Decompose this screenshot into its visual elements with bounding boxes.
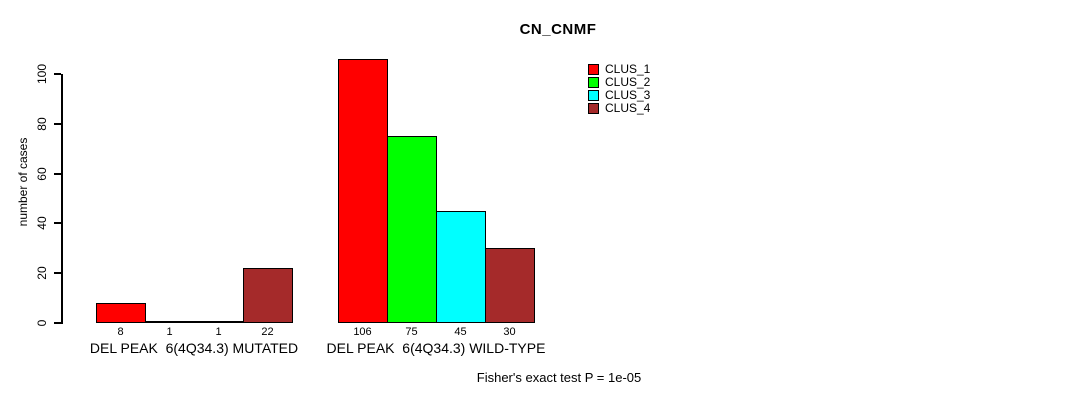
legend-item: CLUS_4 [588, 102, 650, 115]
bar-clus_3 [436, 211, 486, 323]
bar-clus_3 [194, 321, 244, 323]
group-label: DEL PEAK 6(4Q34.3) MUTATED [89, 340, 299, 356]
legend-swatch [588, 64, 599, 75]
legend-swatch [588, 77, 599, 88]
bar-value-label: 30 [503, 326, 516, 338]
y-tick [54, 73, 61, 75]
y-tick-label: 60 [35, 167, 49, 181]
fisher-test-annotation: Fisher's exact test P = 1e-05 [476, 370, 642, 385]
bar-value-label: 1 [215, 326, 222, 338]
legend-label: CLUS_4 [605, 101, 651, 115]
legend: CLUS_1 CLUS_2 CLUS_3 CLUS_4 [588, 63, 650, 115]
y-tick-label: 100 [35, 63, 49, 85]
legend-swatch [588, 103, 599, 114]
y-tick-label: 20 [35, 266, 49, 280]
legend-swatch [588, 90, 599, 101]
bar-value-label: 75 [405, 326, 418, 338]
legend-label: CLUS_2 [605, 75, 651, 89]
y-axis-label: number of cases [16, 137, 30, 227]
y-tick-label: 0 [35, 319, 49, 327]
legend-item: CLUS_2 [588, 76, 650, 89]
bar-clus_2 [145, 321, 195, 323]
bar-clus_4 [485, 248, 535, 323]
bar-clus_1 [96, 303, 146, 323]
legend-item: CLUS_3 [588, 89, 650, 102]
group-label: DEL PEAK 6(4Q34.3) WILD-TYPE [326, 340, 546, 356]
bar-clus_1 [338, 59, 388, 323]
bar-clus_2 [387, 136, 437, 323]
legend-label: CLUS_3 [605, 88, 651, 102]
y-tick [54, 322, 61, 324]
y-tick [54, 123, 61, 125]
y-tick [54, 173, 61, 175]
y-tick [54, 222, 61, 224]
legend-item: CLUS_1 [588, 63, 650, 76]
y-axis-line [61, 74, 63, 324]
y-tick-label: 80 [35, 117, 49, 131]
bar-value-label: 8 [117, 326, 124, 338]
y-tick [54, 272, 61, 274]
y-tick-label: 40 [35, 216, 49, 230]
bar-value-label: 1 [166, 326, 173, 338]
bar-value-label: 45 [454, 326, 467, 338]
bar-value-label: 106 [353, 326, 372, 338]
chart-title: CN_CNMF [519, 21, 597, 38]
bar-clus_4 [243, 268, 293, 323]
bar-value-label: 22 [261, 326, 274, 338]
legend-label: CLUS_1 [605, 62, 651, 76]
